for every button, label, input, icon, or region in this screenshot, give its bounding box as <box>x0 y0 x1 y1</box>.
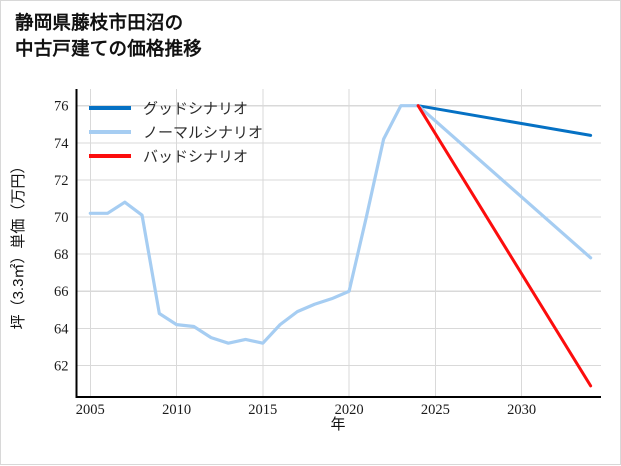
y-tick-label: 62 <box>54 359 69 375</box>
chart-title: 静岡県藤枝市田沼の 中古戸建ての価格推移 <box>15 12 203 60</box>
legend-label: ノーマルシナリオ <box>143 126 263 142</box>
y-tick-label: 64 <box>54 321 69 337</box>
y-tick-label: 72 <box>54 173 69 189</box>
series-line-2 <box>416 104 593 388</box>
x-tick-label: 2025 <box>421 402 450 418</box>
y-tick-label: 68 <box>54 247 69 263</box>
x-tick-label: 2020 <box>335 402 364 418</box>
axis-spines <box>75 89 601 399</box>
x-axis-label: 年 <box>330 416 345 433</box>
y-tick-label: 74 <box>54 136 69 152</box>
series-line-0 <box>416 104 593 137</box>
series-line-1 <box>88 104 593 345</box>
series-group <box>88 104 593 388</box>
y-tick-label: 76 <box>54 99 69 115</box>
legend-label: バッドシナリオ <box>143 150 248 166</box>
x-tick-label: 2015 <box>248 402 277 418</box>
y-axis-label: 坪（3.3㎡）単価（万円） <box>10 159 27 330</box>
gridlines-group <box>76 89 601 397</box>
legend-label: グッドシナリオ <box>143 101 248 118</box>
x-tick-label: 2030 <box>507 402 536 418</box>
x-tick-label: 2005 <box>76 402 105 418</box>
y-tick-label: 70 <box>54 210 69 226</box>
y-tick-label: 66 <box>54 284 69 300</box>
x-tick-label: 2010 <box>162 402 191 418</box>
x-tick-labels: 2005 2010 2015 2020 2025 2030 <box>76 402 536 418</box>
y-tick-labels: 62 64 66 68 70 72 74 76 <box>54 99 69 375</box>
